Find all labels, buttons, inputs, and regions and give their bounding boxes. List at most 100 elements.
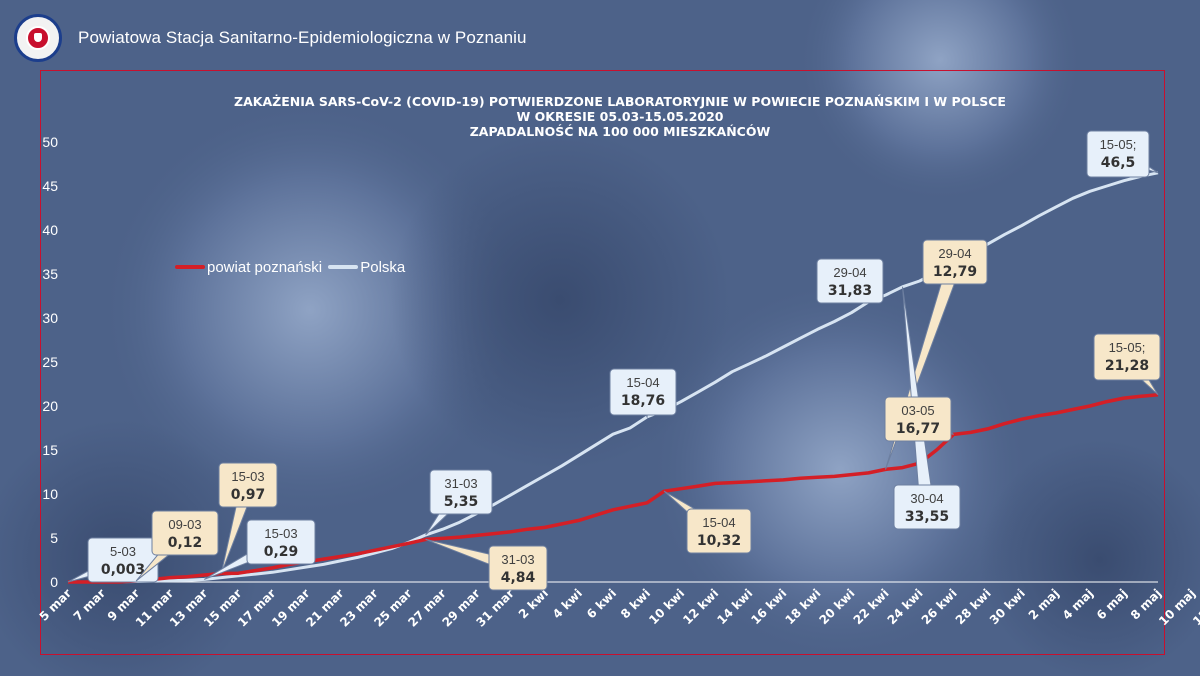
callout-box [893,484,961,530]
y-tick-label: 20 [42,398,58,414]
x-tick-label: 26 kwi [919,586,960,627]
callout-value: 0,97 [231,487,266,503]
callout-value: 10,32 [697,533,741,549]
x-tick-label: 6 kwi [584,586,619,621]
x-tick-label: 14 kwi [714,586,755,627]
chart-title-line-1: ZAKAŻENIA SARS-CoV-2 (COVID-19) POTWIERD… [234,94,1006,109]
y-tick-label: 10 [42,486,58,502]
x-tick-label: 4 maj [1060,586,1096,622]
x-tick-label: 12 kwi [680,586,721,627]
x-tick-label: 2 kwi [516,586,551,621]
y-tick-label: 45 [42,178,58,194]
callout-value: 16,77 [896,421,940,437]
callout-powiat-09-03: 09-03 0,12 [135,510,219,582]
callout-polska-31-03: 31-03 5,35 [425,469,493,536]
callout-box [816,258,884,304]
organization-name: Powiatowa Stacja Sanitarno-Epidemiologic… [78,28,527,47]
legend-swatch-powiat [175,265,205,269]
x-tick-label: 22 kwi [851,586,892,627]
callout-date: 31-03 [501,552,534,567]
x-tick-label: 16 kwi [748,586,789,627]
y-tick-label: 40 [42,222,58,238]
callout-date: 15-03 [264,526,297,541]
callout-value: 31,83 [828,283,872,299]
callout-box [686,508,752,554]
callout-value: 0,29 [264,544,299,560]
callout-value: 33,55 [905,509,949,525]
series-line-powiat [68,392,1159,584]
x-tick-label: 30 kwi [987,586,1028,627]
chart-legend: powiat poznański Polska [175,256,407,276]
callout-box [488,545,548,591]
callout-date: 15-04 [702,515,735,530]
x-tick-label: 24 kwi [885,586,926,627]
callout-polska-15-05: 15-05; 46,5 [1086,130,1159,178]
callout-powiat-03-05: 03-05 16,77 [884,396,954,442]
callout-value: 0,003 [101,562,145,578]
callout-powiat-15-04: 15-04 10,32 [663,490,752,554]
callout-date: 15-05; [1109,340,1146,355]
callout-polska-5-03: 5-03 0,003 [67,537,159,583]
legend-label-polska: Polska [360,258,406,276]
callout-powiat-15-03: 15-03 0,97 [218,462,278,574]
x-tick-label: 2 maj [1026,586,1062,622]
callout-value: 4,84 [501,570,536,586]
callout-value: 21,28 [1105,358,1149,374]
x-tick-label: 7 mar [71,586,109,624]
chart-frame [40,70,1165,655]
x-tick-label: 4 kwi [550,586,585,621]
psse-logo [14,14,62,62]
callout-box [1093,333,1161,381]
x-tick-label: 5 mar [37,586,75,624]
callout-powiat-31-03: 31-03 4,84 [425,538,548,591]
callout-date: 30-04 [910,491,943,506]
x-tick-label: 10 maj [1156,586,1198,628]
callout-value: 0,12 [168,535,203,551]
legend-item-powiat: powiat poznański [175,259,322,276]
y-tick-label: 15 [42,442,58,458]
callout-value: 46,5 [1101,155,1136,171]
x-tick-label: 31 mar [474,586,517,629]
callout-value: 12,79 [933,264,977,280]
y-tick-label: 35 [42,266,58,282]
y-tick-label: 0 [50,574,58,590]
callout-date: 15-03 [231,469,264,484]
callout-date: 31-03 [444,476,477,491]
callout-powiat-15-05: 15-05; 21,28 [1093,333,1161,396]
callout-polska-15-04: 15-04 18,76 [609,368,677,419]
chart-title-line-2: W OKRESIE 05.03-15.05.2020 [516,109,724,124]
callout-date: 09-03 [168,517,201,532]
callout-box [884,396,952,442]
callout-box [609,368,677,416]
logo-emblem-icon [26,26,50,50]
callout-polska-29-04: 29-04 31,83 [816,258,884,304]
callout-box [429,469,493,515]
legend-swatch-polska [328,265,359,269]
y-tick-label: 25 [42,354,58,370]
y-tick-label: 30 [42,310,58,326]
callout-value: 18,76 [621,393,665,409]
eagle-icon [34,33,42,42]
callout-box [246,519,316,565]
callout-date: 15-05; [1100,137,1137,152]
y-tick-label: 5 [50,530,58,546]
callout-polska-15-03: 15-03 0,29 [203,519,316,580]
callout-date: 5-03 [110,544,136,559]
callout-box [151,510,219,556]
callout-box [922,239,988,285]
chart-title-line-3: ZAPADALNOŚĆ NA 100 000 MIESZKAŃCÓW [469,124,771,139]
callout-date: 03-05 [901,403,934,418]
callout-date: 29-04 [833,265,866,280]
callout-value: 5,35 [444,494,479,510]
page-header: Powiatowa Stacja Sanitarno-Epidemiologic… [0,0,1200,78]
x-tick-label: 6 maj [1094,586,1130,622]
legend-label-powiat: powiat poznański [207,258,323,276]
callout-date: 15-04 [626,375,659,390]
y-tick-label: 50 [42,134,58,150]
callout-box [1086,130,1150,178]
legend-item-polska: Polska [328,259,405,276]
x-tick-label: 28 kwi [953,586,994,627]
x-tick-label: 10 kwi [646,586,687,627]
